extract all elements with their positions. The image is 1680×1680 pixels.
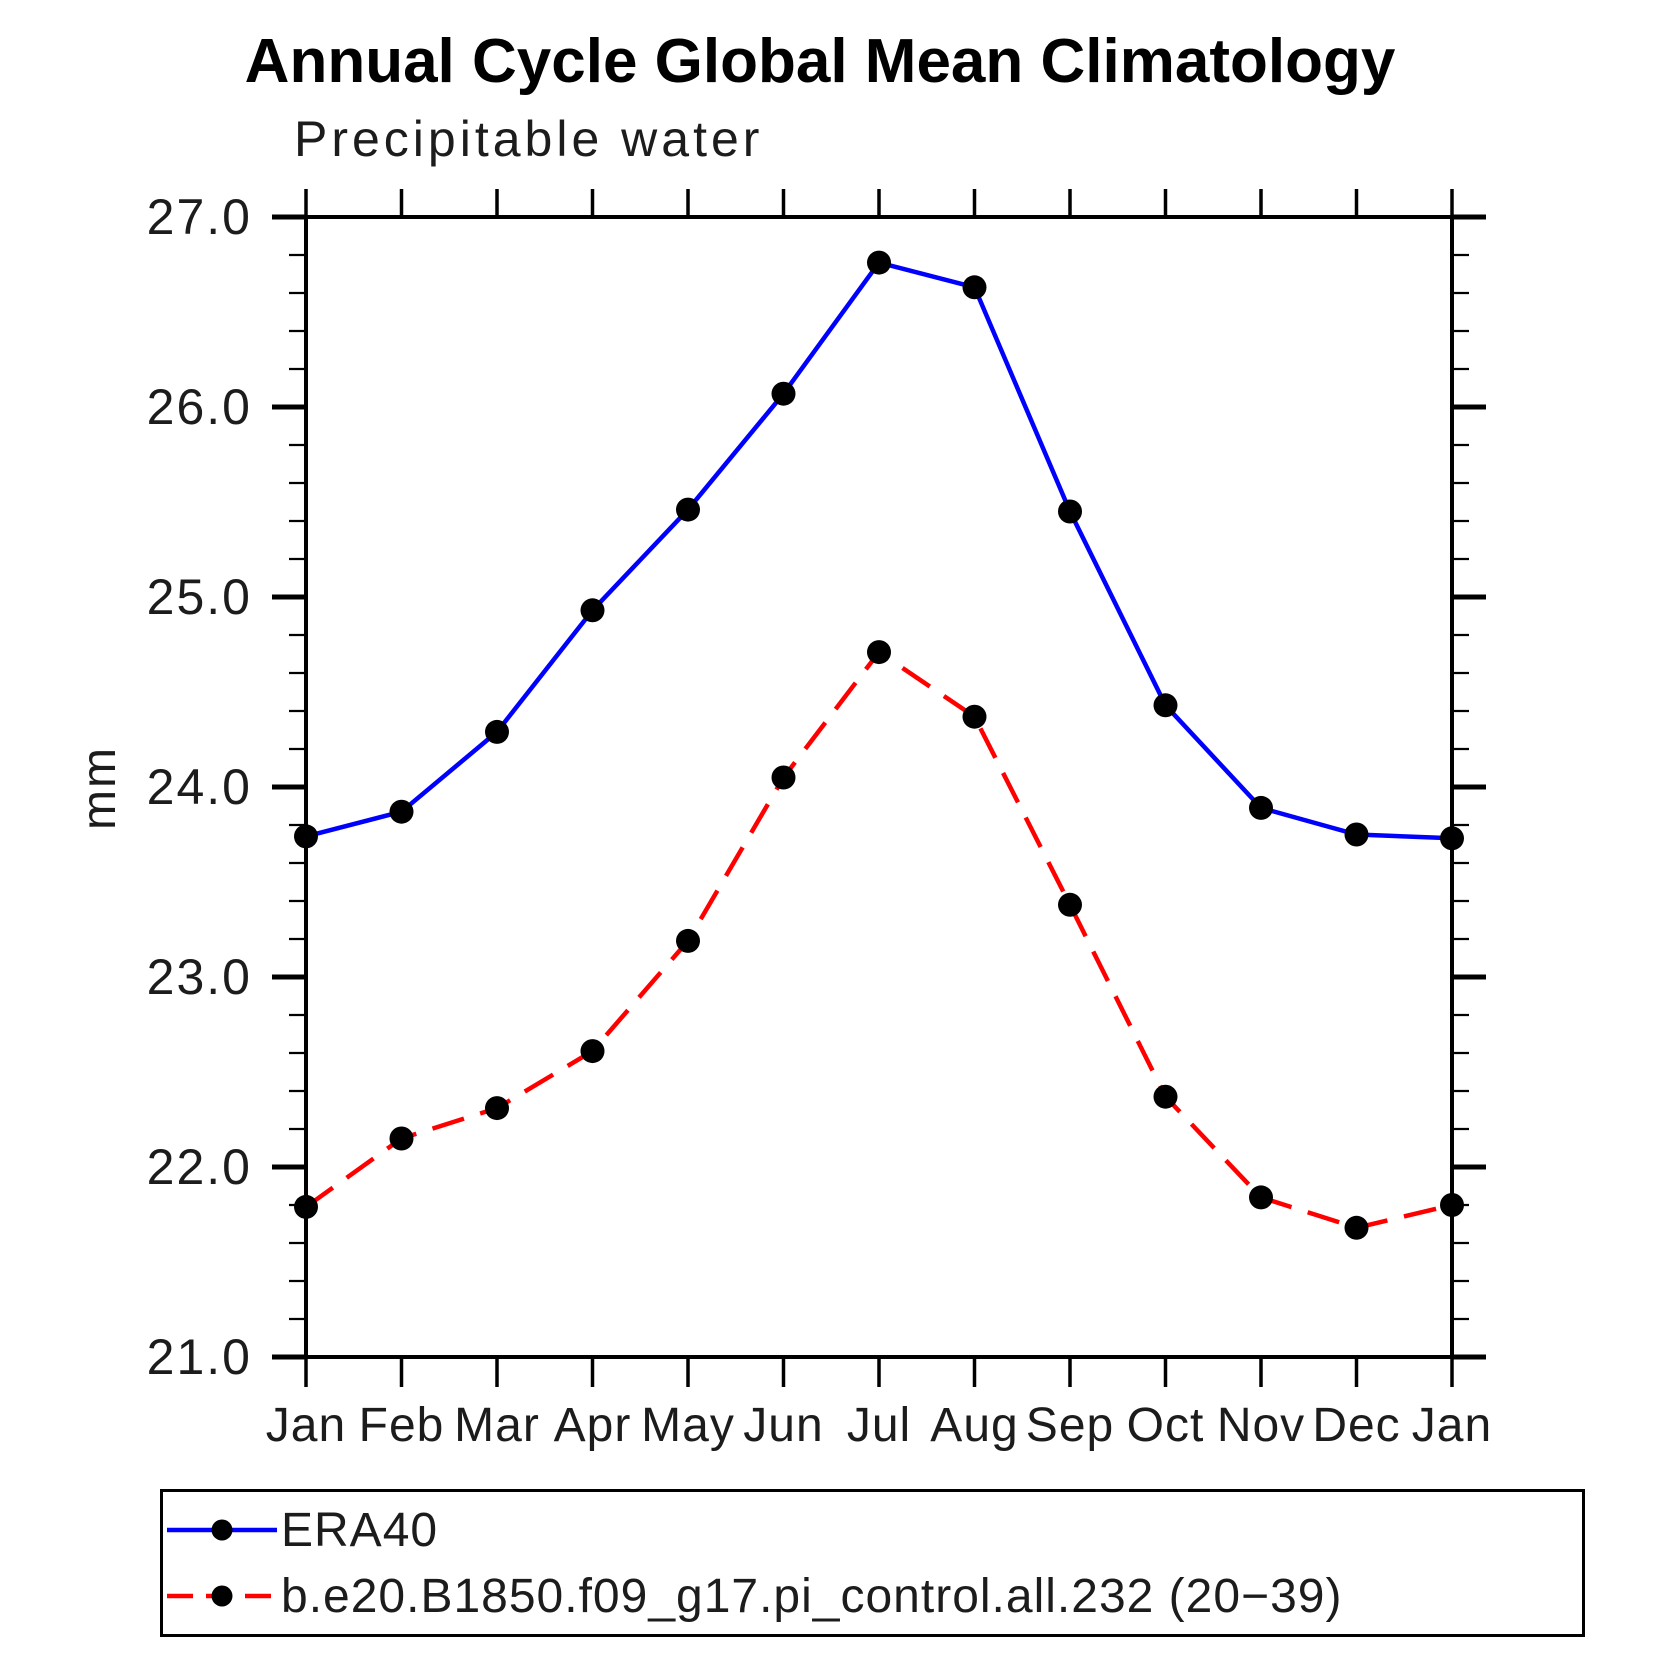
data-point-series-0 — [962, 275, 987, 300]
chart-subtitle: Precipitable water — [294, 111, 764, 167]
legend-label-era40: ERA40 — [281, 1503, 439, 1557]
legend-sample-line-model — [167, 1585, 277, 1607]
chart-title: Annual Cycle Global Mean Climatology — [244, 27, 1396, 96]
data-point-series-1 — [485, 1096, 509, 1121]
data-point-series-1 — [676, 928, 700, 953]
legend-marker — [211, 1519, 233, 1541]
legend-item-model: b.e20.B1850.f09_g17.pi_control.all.232 (… — [163, 1563, 1582, 1629]
data-point-series-0 — [1153, 693, 1178, 718]
data-point-series-1 — [962, 704, 987, 729]
data-point-series-0 — [771, 381, 796, 406]
data-point-series-1 — [1058, 892, 1082, 917]
data-point-series-1 — [771, 765, 796, 790]
data-point-series-0 — [294, 824, 318, 849]
data-point-series-0 — [676, 497, 700, 522]
data-point-series-1 — [1153, 1084, 1178, 1109]
data-point-series-0 — [1440, 826, 1464, 851]
series-line-0 — [305, 260, 1453, 841]
data-point-series-0 — [389, 799, 414, 824]
series-line-1 — [304, 649, 1453, 1231]
data-point-series-1 — [389, 1126, 414, 1151]
legend-sample-line-era40 — [167, 1519, 277, 1541]
data-point-series-0 — [580, 598, 605, 623]
data-point-series-0 — [1249, 795, 1273, 820]
data-point-series-1 — [1249, 1185, 1273, 1210]
legend: ERA40 b.e20.B1850.f09_g17.pi_control.all… — [160, 1489, 1585, 1637]
data-point-series-1 — [1440, 1193, 1464, 1217]
data-point-series-1 — [867, 640, 891, 665]
data-point-series-0 — [867, 250, 891, 275]
legend-label-model: b.e20.B1850.f09_g17.pi_control.all.232 (… — [281, 1569, 1343, 1623]
legend-marker — [211, 1585, 233, 1607]
data-point-series-0 — [485, 719, 509, 744]
data-point-series-1 — [580, 1039, 605, 1064]
legend-item-era40: ERA40 — [163, 1497, 1582, 1563]
data-point-series-0 — [1058, 499, 1082, 524]
data-point-series-1 — [1344, 1215, 1369, 1240]
data-point-series-1 — [294, 1194, 318, 1219]
plot-border — [304, 215, 1454, 1359]
data-point-series-0 — [1344, 822, 1369, 847]
